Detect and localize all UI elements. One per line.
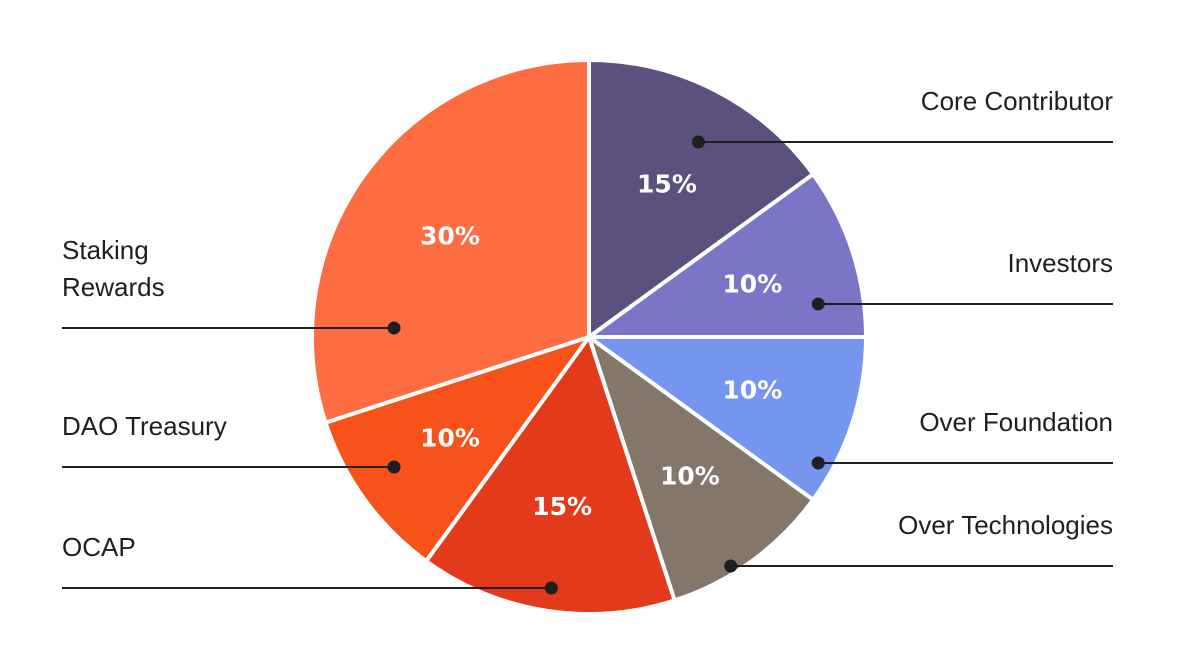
slice-category-label-ocap: OCAP xyxy=(62,532,136,562)
slices-layer xyxy=(310,58,868,616)
slice-labels-layer: 15% 10% 10% 10% 15% 10% 30% xyxy=(420,169,782,521)
callout-dot-core-contributor xyxy=(691,135,705,149)
slice-value-label-dao-treasury: 10% xyxy=(420,423,480,452)
pie-slice-over-foundation xyxy=(587,335,868,502)
pie-slice-investors xyxy=(587,172,868,339)
slice-category-label-investors: Investors xyxy=(1008,248,1114,278)
slice-category-label-dao-treasury: DAO Treasury xyxy=(62,411,227,441)
callout-dot-ocap xyxy=(544,581,558,595)
slice-value-label-over-technologies: 10% xyxy=(660,461,720,490)
slice-value-label-ocap: 15% xyxy=(532,492,592,521)
slice-category-label-over-technologies: Over Technologies xyxy=(898,510,1113,540)
callouts-layer: Core Contributor Investors Over Foundation… xyxy=(62,86,1113,595)
pie-slice-core-contributor xyxy=(587,58,816,339)
slice-category-label-over-foundation: Over Foundation xyxy=(919,407,1113,437)
slice-value-label-over-foundation: 10% xyxy=(722,376,782,405)
slice-category-label-core-contributor: Core Contributor xyxy=(921,86,1114,116)
slice-value-label-staking-rewards: 30% xyxy=(420,222,480,251)
slice-category-label-staking-rewards: Staking Rewards xyxy=(62,235,165,302)
slice-value-label-core-contributor: 15% xyxy=(637,169,697,198)
pie-slice-over-technologies xyxy=(587,335,816,603)
pie-slice-ocap xyxy=(424,335,677,616)
slice-value-label-investors: 10% xyxy=(722,269,782,298)
callout-dot-investors xyxy=(811,297,825,311)
pie-slice-staking-rewards xyxy=(310,58,591,425)
callout-dot-over-technologies xyxy=(724,559,738,573)
callout-dot-dao-treasury xyxy=(387,460,401,474)
pie-slice-dao-treasury xyxy=(323,335,591,564)
callout-dot-staking-rewards xyxy=(387,321,401,335)
callout-dot-over-foundation xyxy=(811,456,825,470)
